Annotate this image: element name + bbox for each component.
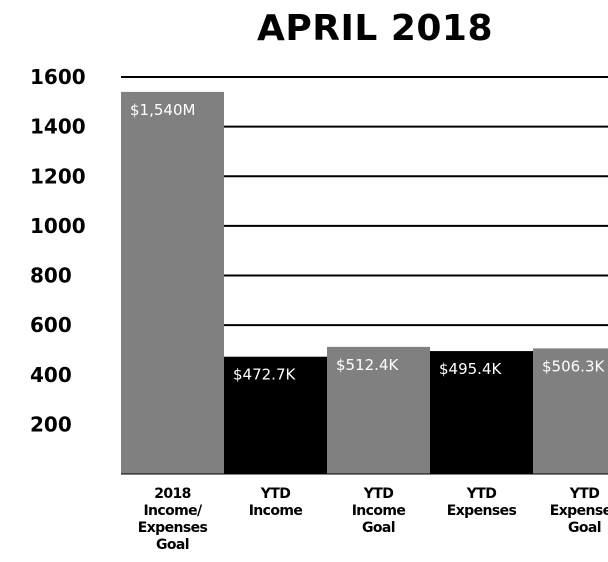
x-tick-label-line: Income — [352, 503, 406, 519]
x-tick-label-line: Income — [249, 503, 303, 519]
x-tick-label: YTD Expenses — [447, 486, 517, 519]
y-tick-label: 800 — [30, 264, 72, 288]
y-tick-label: 1600 — [30, 65, 86, 89]
bar — [224, 356, 327, 474]
y-tick-label: 1400 — [30, 115, 86, 139]
chart-title: APRIL 2018 — [256, 8, 494, 49]
x-tick-label-line: Income/ — [143, 503, 203, 519]
x-tick-label-line: Goal — [568, 520, 601, 536]
x-tick-label: YTD Income — [249, 486, 303, 519]
x-tick-label-line: Expenses — [138, 520, 208, 536]
bar-value-label: $495.4K — [439, 360, 502, 378]
bar-value-label: $472.7K — [233, 366, 296, 384]
y-tick-label: 600 — [30, 313, 72, 337]
bar-value-label: $1,540M — [130, 101, 195, 119]
x-tick-label-line: Expenses — [550, 503, 608, 519]
bar — [121, 91, 224, 474]
x-tick-label: YTD Income Goal — [352, 486, 406, 536]
bar-value-label: $512.4K — [336, 356, 399, 374]
x-tick-label-line: 2018 — [154, 486, 191, 502]
y-tick-label: 1000 — [30, 214, 86, 238]
x-tick-label: 2018 Income/Expenses Goal — [138, 486, 208, 553]
x-tick-label-line: YTD — [363, 486, 394, 502]
x-tick-label-line: Expenses — [447, 503, 517, 519]
y-tick-label: 1200 — [30, 164, 86, 188]
x-tick-label: YTDExpensesGoal — [550, 486, 608, 536]
bar-value-label: $506.3K — [542, 357, 605, 375]
x-tick-label-line: Goal — [362, 520, 395, 536]
y-tick-label: 400 — [30, 363, 72, 387]
bar — [430, 351, 533, 474]
bar — [327, 346, 430, 474]
x-tick-label-line: YTD — [260, 486, 291, 502]
x-tick-label-line: Goal — [156, 537, 189, 553]
bar — [533, 348, 608, 474]
x-tick-label-line: YTD — [466, 486, 497, 502]
x-tick-label-line: YTD — [569, 486, 600, 502]
y-tick-label: 200 — [30, 412, 72, 436]
